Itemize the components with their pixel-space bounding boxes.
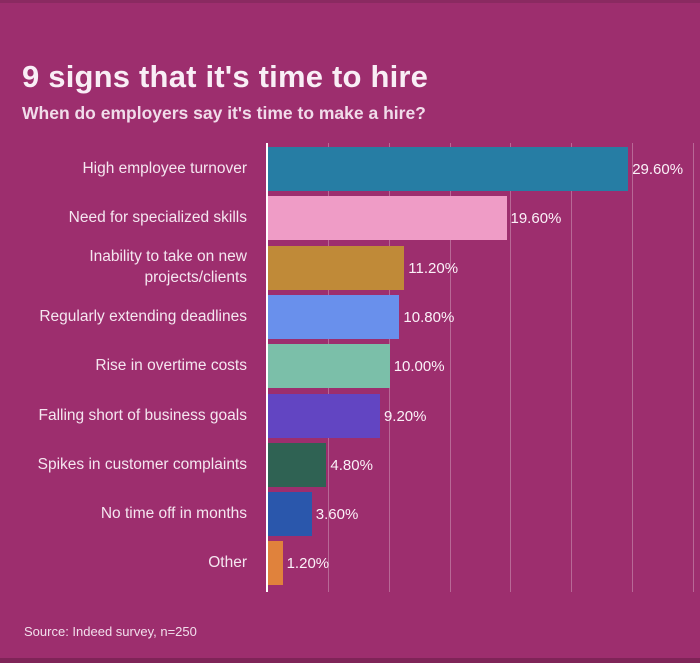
category-label: Need for specialized skills bbox=[68, 209, 247, 227]
gridline-30pct bbox=[632, 143, 634, 592]
chart-row: Other 1.20% bbox=[0, 539, 700, 588]
bottom-edge-band bbox=[0, 658, 700, 663]
category-label: High employee turnover bbox=[82, 160, 247, 178]
bar-value-label: 10.80% bbox=[403, 308, 455, 326]
bar-chart: High employee turnover 29.60% Need for spe… bbox=[0, 143, 700, 592]
gridline-20pct bbox=[510, 143, 512, 592]
bar-value-label: 11.20% bbox=[408, 259, 459, 277]
category-label: Inability to take on new projects/client… bbox=[89, 248, 247, 287]
bar bbox=[268, 541, 283, 586]
page-title: 9 signs that it's time to hire bbox=[22, 58, 429, 94]
chart-row: High employee turnover 29.60% bbox=[0, 145, 700, 194]
bar-value-label: 3.60% bbox=[315, 506, 359, 524]
category-label: No time off in months bbox=[100, 505, 247, 523]
bar bbox=[268, 196, 507, 241]
category-label: Regularly extending deadlines bbox=[39, 307, 247, 325]
chart-row: Regularly extending deadlines 10.80% bbox=[0, 293, 700, 342]
chart-row: Spikes in customer complaints 4.80% bbox=[0, 441, 700, 490]
gridline-35pct bbox=[692, 143, 694, 592]
bar-value-label: 4.80% bbox=[330, 456, 373, 474]
bar bbox=[268, 442, 327, 487]
bar bbox=[268, 492, 312, 537]
chart-row: Rise in overtime costs 10.00% bbox=[0, 342, 700, 391]
chart-row: Falling short of business goals 9.20% bbox=[0, 392, 700, 441]
bar bbox=[268, 147, 629, 191]
bar bbox=[268, 245, 405, 290]
gridline-25pct bbox=[571, 143, 573, 592]
chart-row: No time off in months 3.60% bbox=[0, 490, 700, 539]
bar bbox=[268, 294, 400, 339]
bar-value-label: 19.60% bbox=[510, 210, 562, 228]
bar-value-label: 1.20% bbox=[286, 555, 330, 573]
category-label: Rise in overtime costs bbox=[95, 357, 247, 375]
bar-value-label: 29.60% bbox=[632, 161, 684, 178]
category-label: Falling short of business goals bbox=[38, 406, 247, 424]
category-label: Other bbox=[208, 554, 247, 572]
top-edge-band bbox=[0, 0, 700, 3]
category-label: Spikes in customer complaints bbox=[37, 455, 247, 473]
gridline-15pct bbox=[449, 143, 451, 592]
source-note: Source: Indeed survey, n=250 bbox=[24, 624, 197, 639]
y-axis-line bbox=[266, 143, 268, 592]
bar-value-label: 10.00% bbox=[393, 358, 445, 376]
page-subtitle: When do employers say it's time to make … bbox=[22, 102, 426, 123]
chart-row: Inability to take on new projects/client… bbox=[0, 244, 700, 293]
bar bbox=[268, 393, 380, 438]
chart-row: Need for specialized skills 19.60% bbox=[0, 194, 700, 243]
bar-value-label: 9.20% bbox=[383, 407, 427, 425]
bar bbox=[268, 344, 390, 389]
